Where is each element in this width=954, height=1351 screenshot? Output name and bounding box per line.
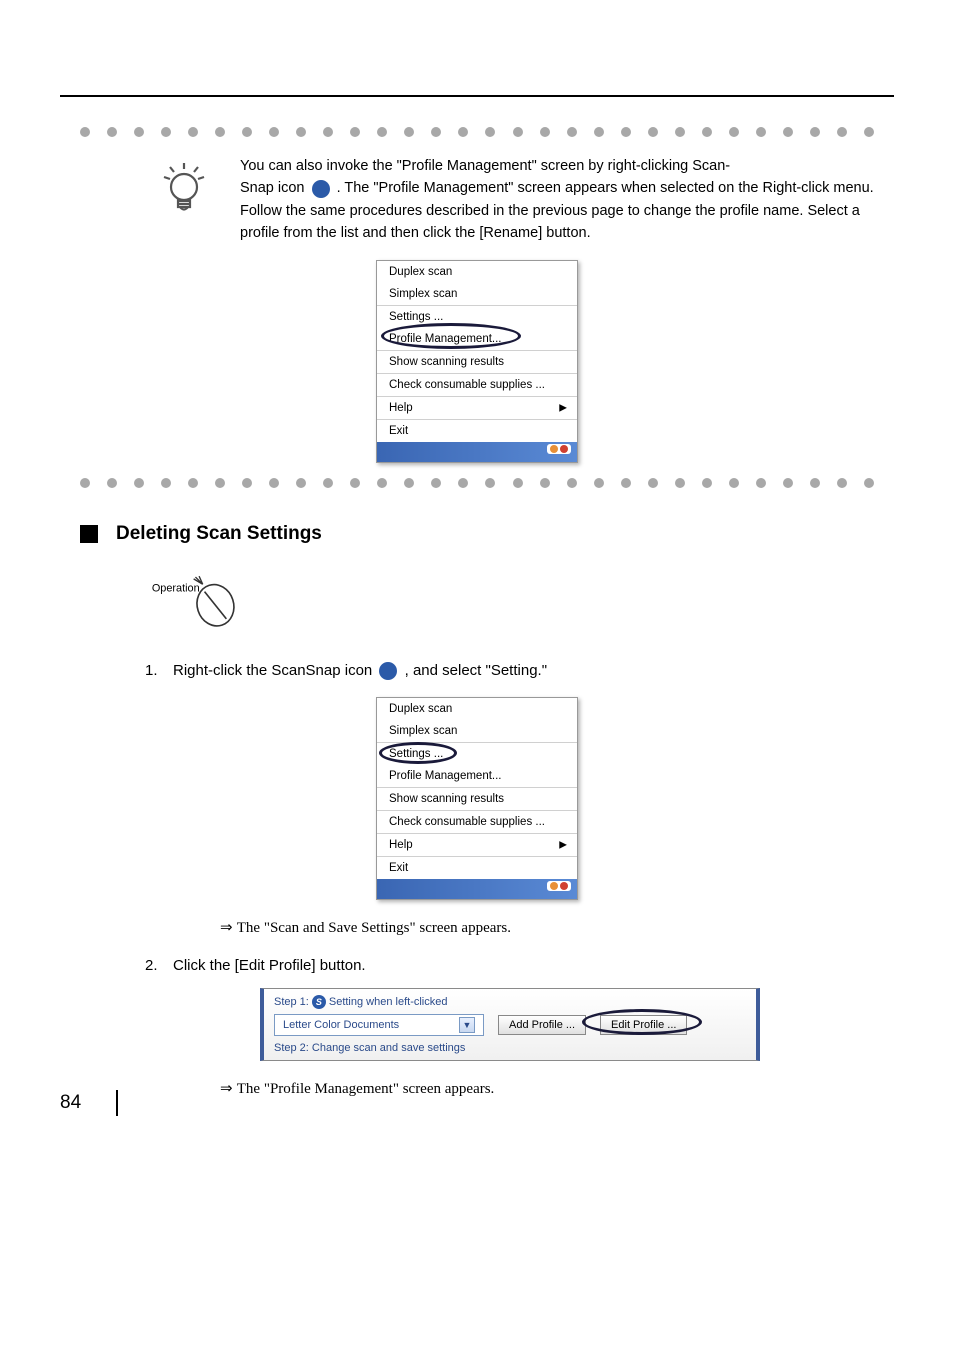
tip-line2b: . The "Profile Management" screen appear… xyxy=(240,180,874,241)
menu-item-exit[interactable]: Exit xyxy=(377,420,577,442)
settings-panel: Step 1: S Setting when left-clicked Lett… xyxy=(260,988,760,1061)
tip-line1: You can also invoke the "Profile Managem… xyxy=(240,158,730,174)
add-profile-button[interactable]: Add Profile ... xyxy=(498,1015,586,1035)
menu-item-settings[interactable]: Settings ... xyxy=(377,743,577,765)
submenu-arrow-icon: ▶ xyxy=(559,402,567,413)
menu-item-duplex[interactable]: Duplex scan xyxy=(377,698,577,720)
settings-step1-text: Setting when left-clicked xyxy=(329,996,448,1008)
operation-label: Operation xyxy=(152,582,200,594)
menu-item-duplex[interactable]: Duplex scan xyxy=(377,261,577,283)
step-2-text: Click the [Edit Profile] button. xyxy=(173,955,366,978)
section-heading: Deleting Scan Settings xyxy=(80,523,894,545)
header-rule xyxy=(60,95,894,97)
step-2: 2. Click the [Edit Profile] button. xyxy=(145,955,894,978)
settings-step2-text: Step 2: Change scan and save settings xyxy=(274,1042,465,1054)
menu-item-profile-mgmt[interactable]: Profile Management... xyxy=(377,328,577,351)
menu-taskbar xyxy=(377,879,577,899)
tip-section: You can also invoke the "Profile Managem… xyxy=(60,155,894,245)
lightbulb-icon xyxy=(160,155,220,222)
menu-item-simplex[interactable]: Simplex scan xyxy=(377,283,577,306)
square-bullet-icon xyxy=(80,525,98,543)
dropdown-value: Letter Color Documents xyxy=(283,1019,399,1031)
menu-item-profile-mgmt[interactable]: Profile Management... xyxy=(377,765,577,788)
context-menu-1: Duplex scan Simplex scan Settings ... Pr… xyxy=(376,260,578,463)
step-2-num: 2. xyxy=(145,957,173,974)
dropdown-arrow-icon: ▼ xyxy=(459,1017,475,1033)
menu-taskbar xyxy=(377,442,577,462)
result-arrow-icon: ⇒ xyxy=(220,1080,237,1097)
menu-item-simplex[interactable]: Simplex scan xyxy=(377,720,577,743)
step-1-before: Right-click the ScanSnap icon xyxy=(173,662,372,679)
page-number: 84 xyxy=(60,1090,118,1116)
step-1-result-text: The "Scan and Save Settings" screen appe… xyxy=(237,920,511,936)
system-tray xyxy=(547,881,571,891)
submenu-arrow-icon: ▶ xyxy=(559,840,567,851)
dotted-separator-top xyxy=(60,127,894,137)
menu-item-exit[interactable]: Exit xyxy=(377,857,577,879)
tip-line2a: Snap icon xyxy=(240,180,305,196)
step-1-text: Right-click the ScanSnap icon , and sele… xyxy=(173,660,547,683)
scansnap-logo-icon: S xyxy=(312,995,326,1009)
menu-item-show-results[interactable]: Show scanning results xyxy=(377,788,577,811)
step-1-num: 1. xyxy=(145,662,173,679)
menu-item-help[interactable]: Help ▶ xyxy=(377,397,577,420)
settings-step2-row: Step 2: Change scan and save settings xyxy=(264,1038,756,1060)
operation-badge: Operation xyxy=(150,575,270,625)
edit-profile-button[interactable]: Edit Profile ... xyxy=(600,1015,687,1035)
settings-controls-row: Letter Color Documents ▼ Add Profile ...… xyxy=(264,1012,756,1038)
menu-item-check-supplies[interactable]: Check consumable supplies ... xyxy=(377,374,577,397)
context-menu-2: Duplex scan Simplex scan Settings ... Pr… xyxy=(376,697,578,900)
scansnap-tray-icon xyxy=(312,180,330,198)
menu-item-show-results[interactable]: Show scanning results xyxy=(377,351,577,374)
menu-help-label: Help xyxy=(389,839,413,851)
result-arrow-icon: ⇒ xyxy=(220,919,237,936)
menu-help-label: Help xyxy=(389,402,413,414)
menu-item-settings[interactable]: Settings ... xyxy=(377,306,577,328)
page-number-value: 84 xyxy=(60,1092,81,1113)
step-2-result-text: The "Profile Management" screen appears. xyxy=(237,1081,495,1097)
heading-text: Deleting Scan Settings xyxy=(116,523,322,545)
profile-dropdown[interactable]: Letter Color Documents ▼ xyxy=(274,1014,484,1036)
system-tray xyxy=(547,444,571,454)
page-divider xyxy=(116,1090,118,1116)
step-1-result: ⇒ The "Scan and Save Settings" screen ap… xyxy=(220,918,894,937)
tip-text: You can also invoke the "Profile Managem… xyxy=(220,155,894,245)
menu-item-help[interactable]: Help ▶ xyxy=(377,834,577,857)
scansnap-tray-icon xyxy=(379,662,397,680)
settings-step1-row: Step 1: S Setting when left-clicked xyxy=(264,989,756,1012)
step-2-result: ⇒ The "Profile Management" screen appear… xyxy=(220,1079,894,1098)
settings-step1-label: Step 1: xyxy=(274,996,309,1008)
menu-item-check-supplies[interactable]: Check consumable supplies ... xyxy=(377,811,577,834)
step-1-after: , and select "Setting." xyxy=(405,662,547,679)
dotted-separator-bottom xyxy=(60,478,894,488)
step-1: 1. Right-click the ScanSnap icon , and s… xyxy=(145,660,894,683)
